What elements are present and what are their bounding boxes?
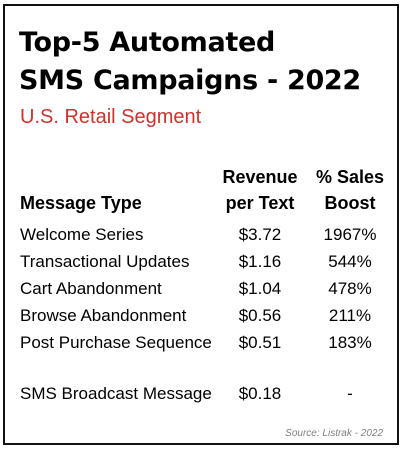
column-header-message-type: Message Type <box>20 193 142 213</box>
title-line-2: SMS Campaigns - 2022 <box>19 65 361 96</box>
infographic-card: Top-5 Automated SMS Campaigns - 2022 U.S… <box>3 4 399 445</box>
revenue-cell: $3.72 <box>238 225 282 244</box>
table-row: Welcome Series $3.72 1967% <box>5 221 401 248</box>
message-type-cell: Cart Abandonment <box>20 279 162 298</box>
boost-header-line-2: Boost <box>324 193 376 213</box>
message-type-cell: Transactional Updates <box>20 252 190 271</box>
revenue-cell: $0.18 <box>238 384 282 403</box>
revenue-header-line-1: Revenue <box>222 167 298 187</box>
message-type-cell: Browse Abandonment <box>20 306 187 325</box>
message-type-cell: SMS Broadcast Message <box>20 384 212 403</box>
table-row: Transactional Updates $1.16 544% <box>5 248 401 275</box>
table-row: Post Purchase Sequence $0.51 183% <box>5 329 401 356</box>
table-row: Cart Abandonment $1.04 478% <box>5 275 401 302</box>
boost-cell: 544% <box>328 252 372 271</box>
revenue-header-line-2: per Text <box>225 193 295 213</box>
title-line-1: Top-5 Automated <box>19 27 276 58</box>
page-title: Top-5 Automated SMS Campaigns - 2022 <box>19 24 361 100</box>
source-note: Source: Listrak - 2022 <box>285 428 383 439</box>
table-row: Browse Abandonment $0.56 211% <box>5 302 401 329</box>
revenue-cell: $0.56 <box>238 306 282 325</box>
boost-cell: 183% <box>328 333 372 352</box>
table-row: SMS Broadcast Message $0.18 - <box>5 380 401 407</box>
boost-cell: 211% <box>328 306 372 325</box>
boost-header-line-1: % Sales <box>315 167 385 187</box>
message-type-cell: Welcome Series <box>20 225 144 244</box>
boost-cell: 1967% <box>323 225 377 244</box>
boost-cell: - <box>347 384 353 403</box>
message-type-cell: Post Purchase Sequence <box>20 333 212 352</box>
column-header-sales-boost: % Sales Boost <box>305 164 395 216</box>
subtitle: U.S. Retail Segment <box>20 106 202 128</box>
revenue-cell: $0.51 <box>238 333 282 352</box>
column-header-revenue: Revenue per Text <box>210 164 310 216</box>
boost-cell: 478% <box>328 279 372 298</box>
revenue-cell: $1.16 <box>238 252 282 271</box>
revenue-cell: $1.04 <box>238 279 282 298</box>
